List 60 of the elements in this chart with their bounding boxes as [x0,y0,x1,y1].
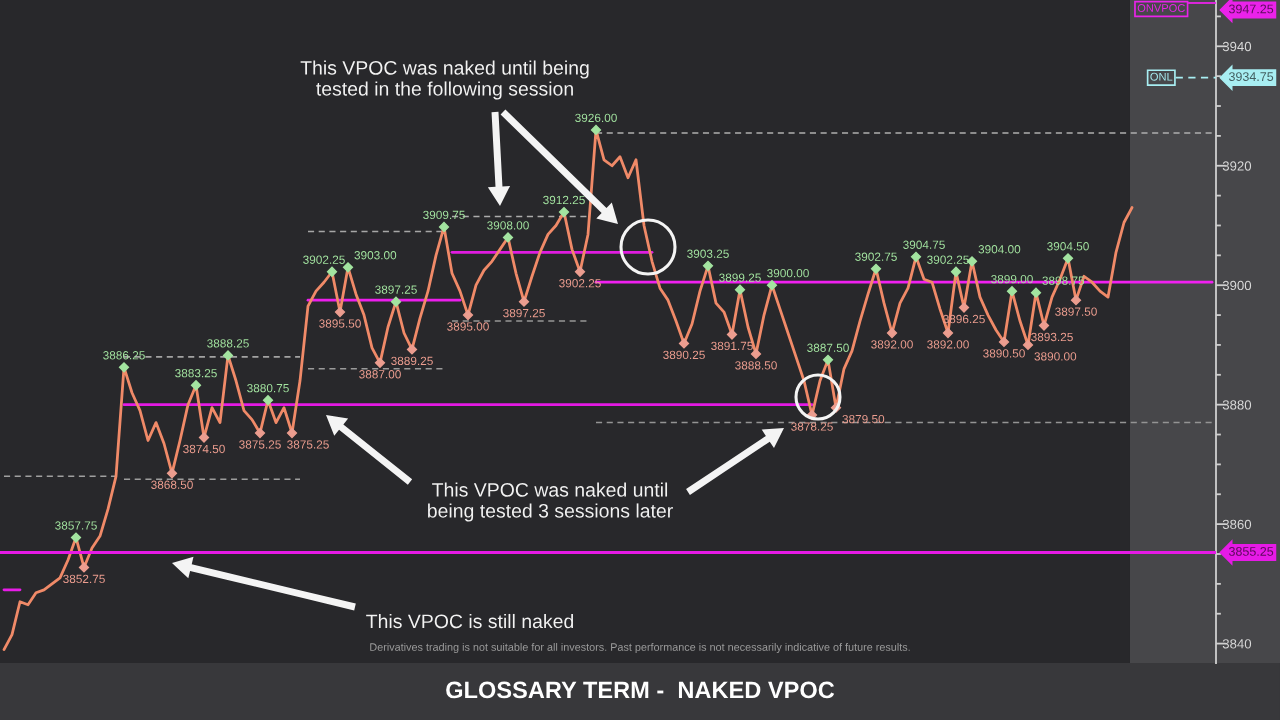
data-label: 3897.25 [503,308,545,318]
data-label: 3857.75 [55,521,97,530]
data-label: 3878.25 [791,422,833,431]
data-label: 3874.50 [183,444,225,454]
data-label: 3890.25 [663,350,705,360]
data-label: 3889.25 [391,356,433,366]
text: 3855.25 [1228,547,1274,556]
data-label: 3908.00 [487,221,529,230]
data-label: 3879.50 [842,414,885,424]
data-label: 3899.25 [719,273,761,282]
annotation: This VPOC was naked until being tested 3 sessions later [428,482,673,522]
y-tick-label: 3880 [1222,400,1252,410]
data-label: 3895.50 [319,319,361,328]
data-label: 3897.25 [375,285,417,294]
y-tick-label: 3860 [1222,519,1252,530]
data-label: 3892.00 [927,340,969,349]
text: 3947.25 [1228,4,1274,14]
y-tick-label: 3840 [1222,639,1252,649]
data-label: 3887.00 [359,370,401,379]
y-tick-label: 3920 [1222,161,1252,171]
data-label: 3875.25 [239,440,281,449]
data-label: 3888.50 [735,361,777,370]
data-label: 3875.25 [287,440,329,449]
data-label: 3897.50 [1055,307,1097,316]
data-label: 3891.75 [711,341,753,351]
data-label: 3880.75 [247,383,289,393]
data-label: 3852.75 [63,574,105,584]
annotation: Derivatives trading is not suitable for all investors. Past performance is not necessarily indicative of future results. [370,642,910,654]
data-label: 3926.00 [575,113,617,123]
annotation: This VPOC is still naked [366,613,574,629]
y-tick-label: 3900 [1222,280,1252,291]
data-label: 3904.75 [903,240,945,249]
data-label: 3903.25 [687,249,729,258]
data-label: 3903.00 [354,251,397,260]
data-label: 3912.25 [543,195,585,205]
text: GLOSSARY TERM - NAKED VPOC [446,681,835,699]
data-label: 3890.00 [1034,352,1077,361]
data-label: 3886.25 [103,351,145,360]
data-label: 3902.25 [559,279,601,288]
data-label: 3898.75 [1042,276,1085,285]
data-label: 3893.25 [1031,332,1073,342]
data-label: 3890.50 [983,349,1025,358]
annotation: This VPOC was naked until being tested in the following session [300,60,589,100]
data-label: 3888.25 [207,339,249,348]
ref-line-label: ONL [1150,72,1173,81]
y-tick-label: 3940 [1222,41,1252,52]
data-label: 3902.25 [927,255,969,264]
data-label: 3892.00 [871,340,913,349]
data-label: 3868.50 [151,480,193,489]
data-label: 3909.75 [423,210,465,220]
data-label: 3904.50 [1047,242,1089,251]
data-label: 3904.00 [978,245,1021,254]
text: 3934.75 [1228,72,1274,81]
data-label: 3883.25 [175,369,217,378]
data-label: 3902.25 [303,255,345,264]
data-label: 3895.00 [447,322,489,331]
ref-line-label: ONVPOC [1137,4,1185,12]
data-label: 3902.75 [855,252,897,261]
data-label: 3900.00 [767,268,809,278]
data-label: 3887.50 [807,343,849,352]
